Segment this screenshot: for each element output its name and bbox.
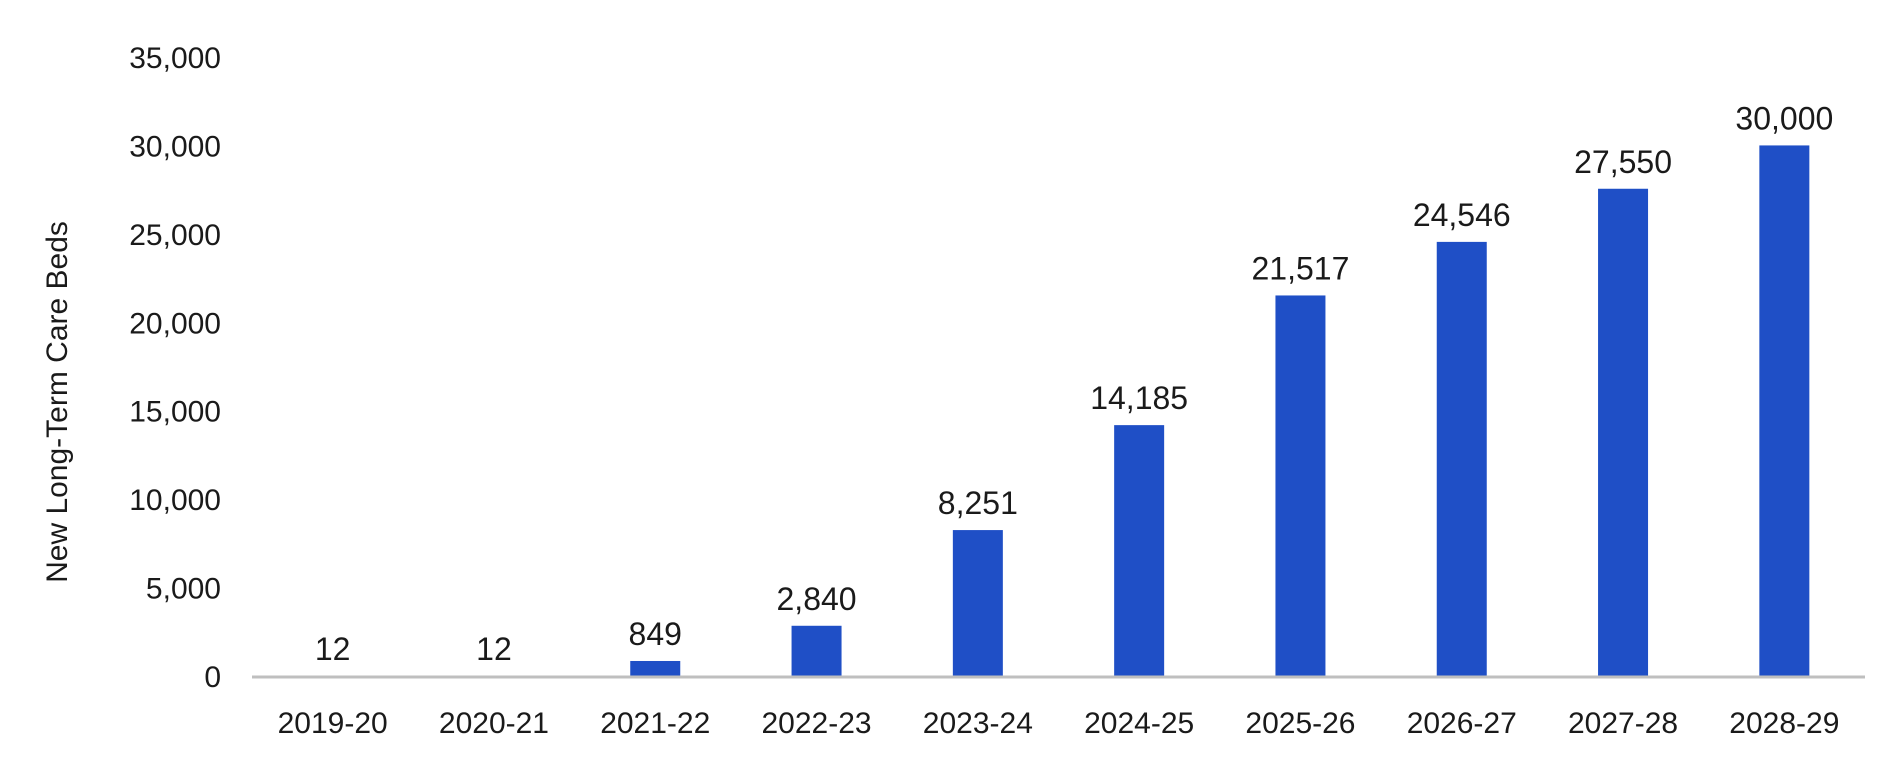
- y-axis-title: New Long-Term Care Beds: [41, 221, 74, 583]
- x-tick-label: 2022-23: [761, 707, 871, 740]
- y-tick-label: 20,000: [129, 307, 221, 340]
- bar-2022-23: [791, 625, 842, 676]
- data-label: 14,185: [1090, 380, 1188, 416]
- bar-2023-24: [952, 530, 1003, 676]
- data-label: 12: [476, 631, 512, 667]
- x-tick-label: 2026-27: [1407, 707, 1517, 740]
- x-tick-label: 2021-22: [600, 707, 710, 740]
- data-label: 27,550: [1574, 144, 1672, 180]
- x-tick-label: 2020-21: [439, 707, 549, 740]
- data-label: 849: [629, 616, 682, 652]
- bar-2025-26: [1275, 295, 1326, 676]
- bar-2024-25: [1114, 425, 1165, 676]
- x-axis-ticks: 2019-20 2020-21 2021-22 2022-23 2023-24 2024-…: [278, 707, 1840, 740]
- y-axis-ticks: 0 5,000 10,000 15,000 20,000 25,000 30,000 35,0…: [129, 42, 221, 694]
- data-labels: 12 12 849 2,840 8,251 14,185 21,517 24,546 27,55…: [315, 100, 1833, 666]
- y-tick-label: 0: [204, 661, 221, 694]
- data-label: 30,000: [1735, 100, 1833, 136]
- bar-2026-27: [1436, 241, 1487, 676]
- x-tick-label: 2024-25: [1084, 707, 1194, 740]
- y-axis-title-group: New Long-Term Care Beds: [41, 221, 74, 583]
- y-tick-label: 15,000: [129, 396, 221, 429]
- x-tick-label: 2027-28: [1568, 707, 1678, 740]
- data-label: 12: [315, 631, 351, 667]
- bars: [307, 145, 1810, 676]
- y-tick-label: 10,000: [129, 484, 221, 517]
- data-label: 21,517: [1252, 250, 1350, 286]
- bar-2028-29: [1759, 145, 1810, 676]
- data-label: 24,546: [1413, 197, 1511, 233]
- x-tick-label: 2023-24: [923, 707, 1033, 740]
- bar-2027-28: [1598, 188, 1649, 676]
- bar-2021-22: [630, 660, 681, 676]
- x-tick-label: 2019-20: [278, 707, 388, 740]
- y-tick-label: 5,000: [146, 573, 221, 606]
- data-label: 2,840: [777, 581, 857, 617]
- x-tick-label: 2025-26: [1245, 707, 1355, 740]
- x-tick-label: 2028-29: [1729, 707, 1839, 740]
- y-tick-label: 35,000: [129, 42, 221, 75]
- y-tick-label: 30,000: [129, 130, 221, 163]
- data-label: 8,251: [938, 485, 1018, 521]
- y-tick-label: 25,000: [129, 219, 221, 252]
